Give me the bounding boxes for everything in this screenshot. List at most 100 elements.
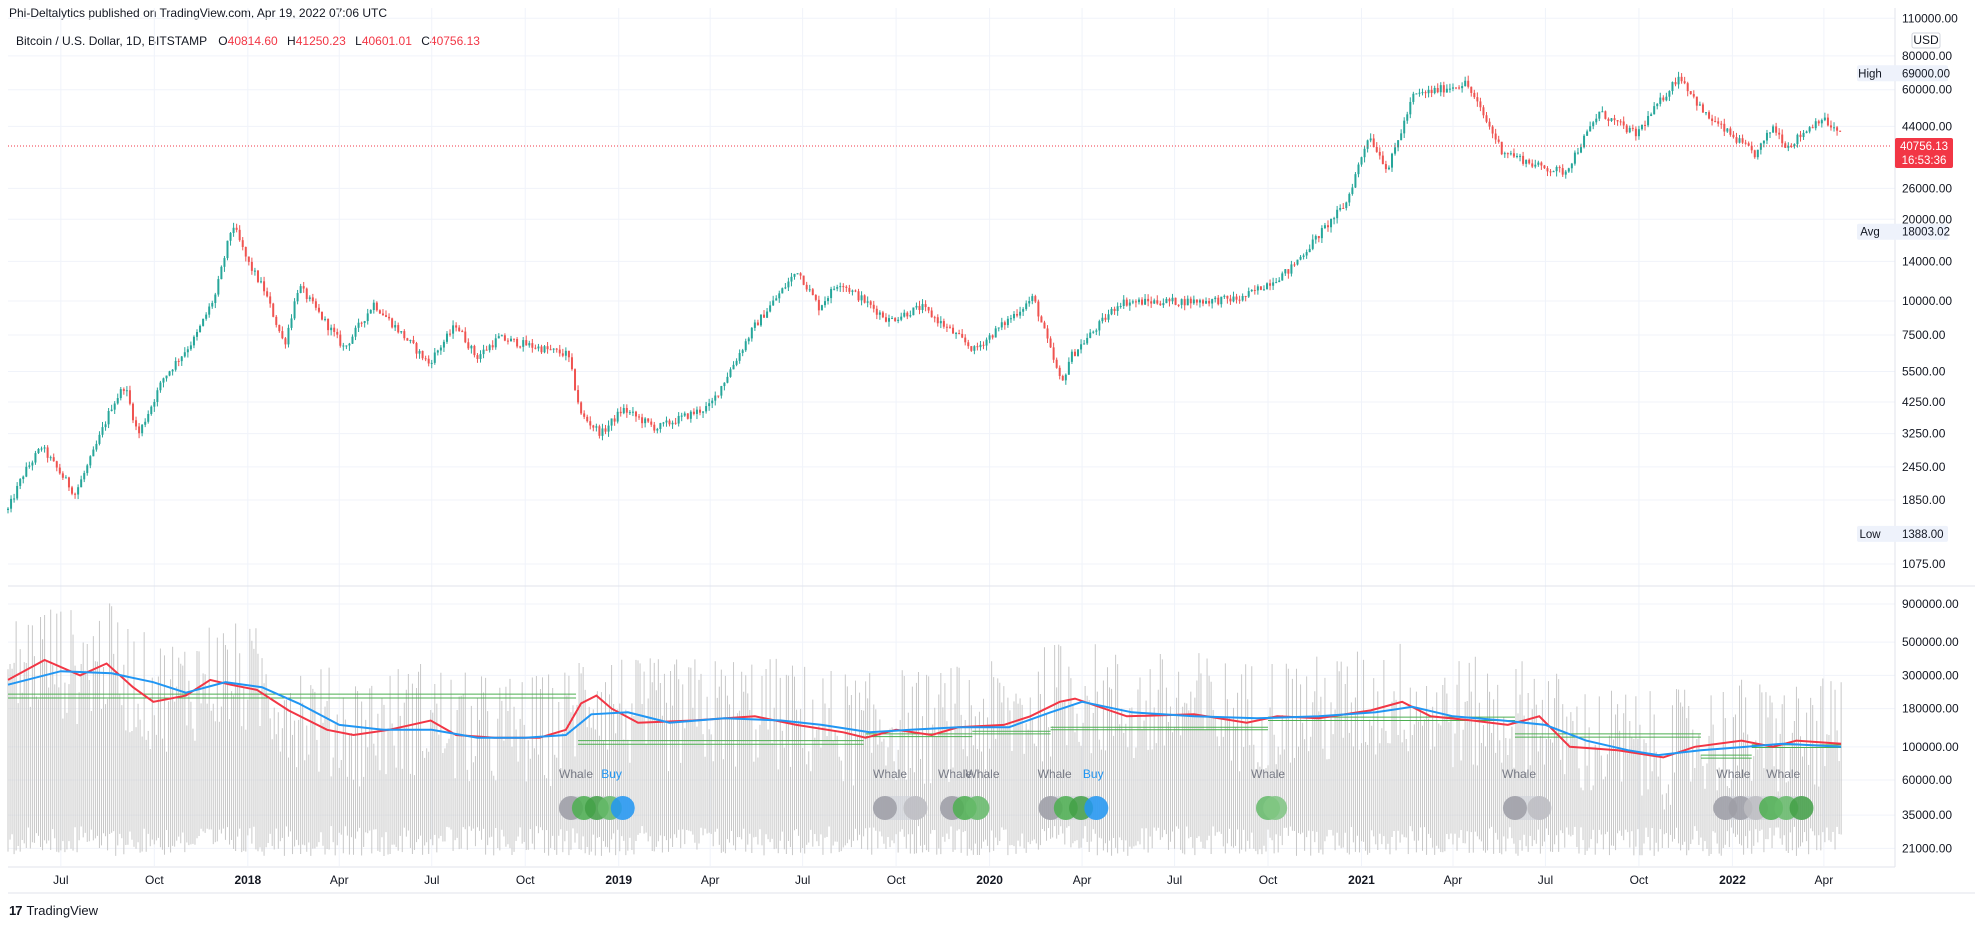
- candle-body: [199, 325, 202, 333]
- candle-body: [381, 313, 384, 316]
- candle-body: [49, 457, 52, 459]
- candle-body: [1415, 93, 1418, 95]
- candle-body: [1266, 283, 1269, 290]
- volume-tick-label: 300000.00: [1902, 668, 1959, 682]
- currency-box[interactable]: [1911, 32, 1941, 49]
- candle-body: [299, 286, 302, 294]
- candle-body: [1674, 82, 1677, 85]
- time-tick-label: 2019: [605, 873, 632, 887]
- time-tick-label: Oct: [1630, 873, 1649, 887]
- candle-body: [1430, 89, 1433, 94]
- signal-dot: [1789, 796, 1814, 820]
- candle-body: [1070, 351, 1073, 362]
- candle-body: [223, 258, 226, 267]
- signal-dot: [903, 796, 928, 820]
- candle-body: [1232, 296, 1235, 302]
- candle-body: [570, 357, 573, 370]
- candle-body: [1186, 298, 1189, 306]
- time-tick-label: Oct: [145, 873, 164, 887]
- candle-body: [790, 276, 793, 282]
- candle-body: [967, 342, 970, 347]
- price-tick-label: 1075.00: [1902, 557, 1946, 571]
- candle-body: [1677, 76, 1680, 85]
- candle-body: [1198, 300, 1201, 303]
- candle-body: [1177, 304, 1180, 306]
- candle-body: [878, 312, 881, 315]
- avg-tag-value: 18003.02: [1902, 227, 1950, 239]
- candle-body: [1586, 131, 1589, 136]
- signal-label: Whale: [965, 767, 999, 781]
- currency-label: USD: [1913, 33, 1939, 47]
- candle-body: [641, 417, 644, 424]
- candle-body: [817, 299, 820, 311]
- candle-body: [1653, 106, 1656, 115]
- candle-body: [1122, 299, 1125, 306]
- time-tick-label: 2022: [1719, 873, 1746, 887]
- volume-tick-label: 180000.00: [1902, 702, 1959, 716]
- volume-tick-label: 100000.00: [1902, 740, 1959, 754]
- price-axis[interactable]: 110000.00 80000.00 60000.00 44000.00 26000.0…: [1902, 11, 1958, 571]
- candle-body: [1759, 143, 1762, 150]
- volume-tick-label: 60000.00: [1902, 773, 1952, 787]
- candle-body: [333, 327, 336, 332]
- low-value: 40601.01: [361, 34, 412, 48]
- symbol-title[interactable]: Bitcoin / U.S. Dollar, 1D, BITSTAMP: [16, 34, 207, 48]
- candle-body: [924, 304, 927, 308]
- candle-body: [1628, 127, 1631, 133]
- candle-body: [802, 275, 805, 285]
- candle-body: [19, 479, 22, 486]
- candle-body: [1391, 153, 1394, 168]
- candle-body: [1156, 300, 1159, 304]
- candle-body: [726, 376, 729, 383]
- candle-body: [1269, 283, 1272, 286]
- candle-body: [942, 321, 945, 327]
- candle-body: [406, 338, 409, 341]
- signal-dot: [1084, 796, 1109, 820]
- candle-body: [1802, 132, 1805, 138]
- candle-body: [1820, 120, 1823, 124]
- signal-label: Whale: [938, 767, 972, 781]
- candle-body: [1613, 118, 1616, 121]
- candle-body: [415, 343, 418, 354]
- candle-body: [1631, 127, 1634, 129]
- candle-body: [336, 331, 339, 335]
- candle-body: [308, 297, 311, 299]
- candle-body: [930, 310, 933, 318]
- high-tag-bg: [1857, 65, 1948, 82]
- price-tick-label: 10000.00: [1902, 294, 1952, 308]
- candle-body: [260, 281, 263, 283]
- candle-body: [1147, 298, 1150, 302]
- time-tick-label: Jul: [53, 873, 68, 887]
- candle-body: [144, 421, 147, 425]
- candle-body: [528, 343, 531, 346]
- last-price-tag: [1895, 138, 1953, 168]
- candle-body: [281, 331, 284, 339]
- candle-body: [970, 346, 973, 351]
- candle-body: [1762, 140, 1765, 144]
- candle-body: [577, 389, 580, 403]
- candle-body: [330, 327, 333, 331]
- candle-body: [1455, 87, 1458, 89]
- avg-tag-label: Avg: [1860, 227, 1880, 239]
- signal-dot: [872, 796, 897, 820]
- candle-body: [64, 477, 67, 479]
- candle-body: [1686, 83, 1689, 92]
- time-tick-label: Jul: [795, 873, 810, 887]
- time-tick-label: Oct: [887, 873, 906, 887]
- tradingview-logo[interactable]: 17 TradingView: [9, 903, 98, 918]
- candle-body: [1098, 321, 1101, 331]
- candle-body: [1189, 298, 1192, 304]
- candle-body: [756, 322, 759, 326]
- signal-label: Whale: [1766, 767, 1800, 781]
- candle-body: [485, 349, 488, 351]
- candle-body: [1604, 111, 1607, 119]
- candle-body: [1439, 85, 1442, 93]
- candle-body: [1067, 361, 1070, 375]
- candle-body: [1174, 297, 1177, 305]
- candle-body: [10, 498, 13, 509]
- time-axis[interactable]: Jul Oct 2018 Apr Jul Oct 2019 Apr Jul Oct 2020 Apr J…: [53, 873, 1833, 887]
- candle-body: [470, 345, 473, 349]
- volume-axis[interactable]: 900000.00 500000.00 300000.00 180000.00 1000…: [1902, 597, 1959, 855]
- candle-body: [1016, 313, 1019, 316]
